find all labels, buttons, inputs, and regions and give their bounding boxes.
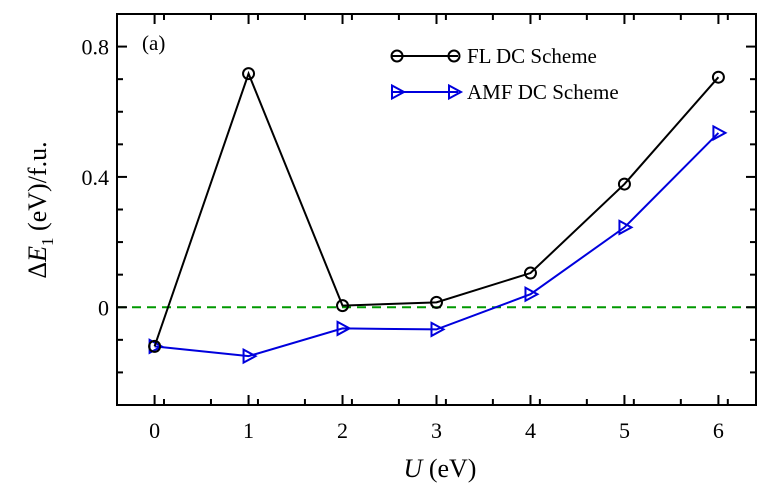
- amf-dc-scheme-point: [336, 320, 352, 337]
- x-tick-label: 3: [431, 418, 442, 443]
- amf-dc-scheme-point: [242, 347, 258, 365]
- y-axis-prefix: Δ: [23, 262, 52, 279]
- panel-label: (a): [142, 31, 165, 55]
- legend-marker-fl-dc-scheme: [447, 49, 461, 63]
- x-tick-label: 1: [243, 418, 254, 443]
- y-axis-symbol: E: [23, 246, 52, 263]
- fl-dc-scheme-point: [523, 266, 537, 280]
- x-tick-label: 4: [525, 418, 536, 443]
- fl-dc-scheme-point: [242, 67, 256, 81]
- legend-marker-amf-dc-scheme: [448, 83, 464, 101]
- y-axis-subscript: 1: [38, 237, 57, 246]
- x-axis-title: U (eV): [404, 454, 477, 483]
- legend-marker-fl-dc-scheme: [390, 49, 404, 63]
- amf-dc-scheme-point: [430, 321, 446, 338]
- legend-label-amf-dc-scheme: AMF DC Scheme: [467, 80, 619, 104]
- amf-dc-scheme-point: [524, 286, 540, 303]
- legend-marker-amf-dc-scheme: [391, 83, 407, 101]
- fl-dc-scheme-point: [430, 295, 443, 309]
- x-tick-label: 0: [149, 418, 160, 443]
- fl-dc-scheme-point: [148, 339, 162, 353]
- fl-dc-scheme-point: [711, 70, 725, 84]
- amf-dc-scheme-series-line: [154, 132, 720, 358]
- axes: 0 1 2 3 4 5 6 0 0.4 0.8: [82, 13, 757, 443]
- y-tick-label: 0.8: [82, 35, 110, 60]
- y-tick-label: 0: [98, 295, 109, 320]
- y-axis-unit: (eV)/f.u.: [23, 141, 52, 237]
- fl-dc-scheme-point: [617, 177, 631, 191]
- fl-dc-scheme-point: [336, 299, 350, 313]
- amf-dc-scheme-point: [712, 124, 728, 142]
- y-axis-title: ΔE1 (eV)/f.u.: [23, 141, 57, 278]
- x-axis-unit: (eV): [422, 454, 476, 483]
- plot-frame: [116, 13, 757, 406]
- x-tick-label: 6: [713, 418, 724, 443]
- y-tick-label: 0.4: [82, 165, 110, 190]
- plot-area: [117, 67, 756, 365]
- x-axis-symbol: U: [404, 454, 425, 483]
- legend: FL DC Scheme AMF DC Scheme: [390, 44, 619, 104]
- fl-dc-scheme-series-line: [153, 70, 720, 347]
- amf-dc-scheme-point: [618, 219, 634, 236]
- legend-label-fl-dc-scheme: FL DC Scheme: [467, 44, 597, 68]
- x-tick-label: 5: [619, 418, 630, 443]
- x-tick-label: 2: [337, 418, 348, 443]
